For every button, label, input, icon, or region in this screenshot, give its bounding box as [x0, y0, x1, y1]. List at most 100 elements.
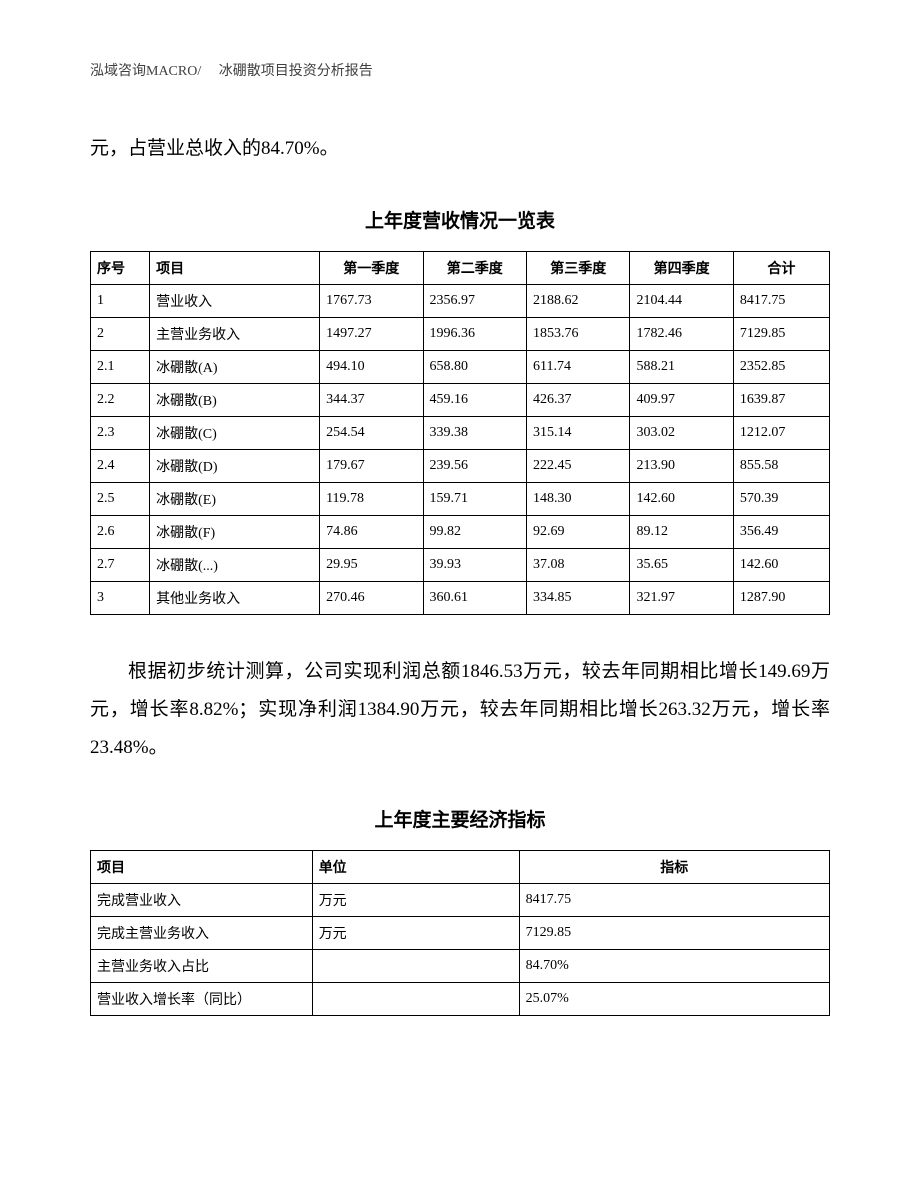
table-cell: 334.85 [526, 582, 629, 615]
col-value: 指标 [519, 851, 829, 884]
table-cell: 主营业务收入占比 [91, 950, 313, 983]
table-cell: 159.71 [423, 483, 526, 516]
table-cell: 142.60 [630, 483, 733, 516]
table-cell: 84.70% [519, 950, 829, 983]
table-header-row: 序号 项目 第一季度 第二季度 第三季度 第四季度 合计 [91, 252, 830, 285]
col-seq: 序号 [91, 252, 150, 285]
table-cell: 冰硼散(E) [150, 483, 320, 516]
table-cell: 完成营业收入 [91, 884, 313, 917]
col-item: 项目 [91, 851, 313, 884]
table-cell: 99.82 [423, 516, 526, 549]
table-cell: 8417.75 [519, 884, 829, 917]
table-cell: 2.1 [91, 351, 150, 384]
table-cell: 360.61 [423, 582, 526, 615]
table-cell: 588.21 [630, 351, 733, 384]
table-cell: 2188.62 [526, 285, 629, 318]
table-cell: 29.95 [320, 549, 423, 582]
table-cell: 冰硼散(B) [150, 384, 320, 417]
indicator-table: 项目 单位 指标 完成营业收入万元8417.75完成主营业务收入万元7129.8… [90, 850, 830, 1016]
table-cell: 142.60 [733, 549, 829, 582]
table-row: 2.1冰硼散(A)494.10658.80611.74588.212352.85 [91, 351, 830, 384]
table-row: 2.3冰硼散(C)254.54339.38315.14303.021212.07 [91, 417, 830, 450]
table-cell: 339.38 [423, 417, 526, 450]
table-cell: 855.58 [733, 450, 829, 483]
col-q2: 第二季度 [423, 252, 526, 285]
table-row: 2.5冰硼散(E)119.78159.71148.30142.60570.39 [91, 483, 830, 516]
table-row: 1营业收入1767.732356.972188.622104.448417.75 [91, 285, 830, 318]
table-cell: 459.16 [423, 384, 526, 417]
table-cell: 315.14 [526, 417, 629, 450]
table-cell: 1 [91, 285, 150, 318]
table-cell: 179.67 [320, 450, 423, 483]
table-cell: 2356.97 [423, 285, 526, 318]
table-cell: 303.02 [630, 417, 733, 450]
table-cell: 494.10 [320, 351, 423, 384]
table-row: 3其他业务收入270.46360.61334.85321.971287.90 [91, 582, 830, 615]
table-cell: 2.4 [91, 450, 150, 483]
table-cell: 2.6 [91, 516, 150, 549]
table-cell: 营业收入增长率（同比） [91, 983, 313, 1016]
col-item: 项目 [150, 252, 320, 285]
profit-paragraph: 根据初步统计测算，公司实现利润总额1846.53万元，较去年同期相比增长149.… [90, 653, 830, 767]
table-cell: 1639.87 [733, 384, 829, 417]
table-cell: 1853.76 [526, 318, 629, 351]
table-cell: 213.90 [630, 450, 733, 483]
table-cell: 8417.75 [733, 285, 829, 318]
table-cell: 完成主营业务收入 [91, 917, 313, 950]
table-cell: 344.37 [320, 384, 423, 417]
col-unit: 单位 [312, 851, 519, 884]
table-cell [312, 950, 519, 983]
table-row: 2.2冰硼散(B)344.37459.16426.37409.971639.87 [91, 384, 830, 417]
table-row: 营业收入增长率（同比） 25.07% [91, 983, 830, 1016]
table-cell: 39.93 [423, 549, 526, 582]
col-q4: 第四季度 [630, 252, 733, 285]
table-cell: 冰硼散(C) [150, 417, 320, 450]
table-cell: 1767.73 [320, 285, 423, 318]
table-cell: 2.5 [91, 483, 150, 516]
table-cell: 321.97 [630, 582, 733, 615]
page-header: 泓域咨询MACRO/ 冰硼散项目投资分析报告 [90, 60, 830, 80]
table-cell: 570.39 [733, 483, 829, 516]
table-cell: 7129.85 [733, 318, 829, 351]
table-cell: 2.3 [91, 417, 150, 450]
table-cell: 3 [91, 582, 150, 615]
table-cell: 254.54 [320, 417, 423, 450]
table-row: 完成营业收入万元8417.75 [91, 884, 830, 917]
col-total: 合计 [733, 252, 829, 285]
table-cell: 其他业务收入 [150, 582, 320, 615]
table1-title: 上年度营收情况一览表 [90, 206, 830, 233]
table-cell: 611.74 [526, 351, 629, 384]
table-cell: 270.46 [320, 582, 423, 615]
table-cell: 92.69 [526, 516, 629, 549]
table-cell: 1497.27 [320, 318, 423, 351]
table-cell: 冰硼散(A) [150, 351, 320, 384]
table-cell: 239.56 [423, 450, 526, 483]
col-q1: 第一季度 [320, 252, 423, 285]
table-cell: 426.37 [526, 384, 629, 417]
table-cell: 658.80 [423, 351, 526, 384]
table-cell: 1212.07 [733, 417, 829, 450]
table-cell: 主营业务收入 [150, 318, 320, 351]
table-cell: 冰硼散(F) [150, 516, 320, 549]
table-row: 完成主营业务收入万元7129.85 [91, 917, 830, 950]
table-cell: 2.7 [91, 549, 150, 582]
revenue-table: 序号 项目 第一季度 第二季度 第三季度 第四季度 合计 1营业收入1767.7… [90, 251, 830, 615]
table-cell: 冰硼散(D) [150, 450, 320, 483]
table-cell: 25.07% [519, 983, 829, 1016]
table-cell: 营业收入 [150, 285, 320, 318]
table-cell: 1782.46 [630, 318, 733, 351]
table-cell: 万元 [312, 917, 519, 950]
intro-text: 元，占营业总收入的84.70%。 [90, 130, 830, 168]
table2-title: 上年度主要经济指标 [90, 805, 830, 832]
table-cell: 7129.85 [519, 917, 829, 950]
table-cell: 119.78 [320, 483, 423, 516]
table-cell: 2104.44 [630, 285, 733, 318]
table-cell: 37.08 [526, 549, 629, 582]
table-row: 2.7冰硼散(...)29.9539.9337.0835.65142.60 [91, 549, 830, 582]
table-cell: 148.30 [526, 483, 629, 516]
table-header-row: 项目 单位 指标 [91, 851, 830, 884]
table-row: 2.6冰硼散(F)74.8699.8292.6989.12356.49 [91, 516, 830, 549]
table-cell: 74.86 [320, 516, 423, 549]
table-cell: 89.12 [630, 516, 733, 549]
table-cell: 222.45 [526, 450, 629, 483]
